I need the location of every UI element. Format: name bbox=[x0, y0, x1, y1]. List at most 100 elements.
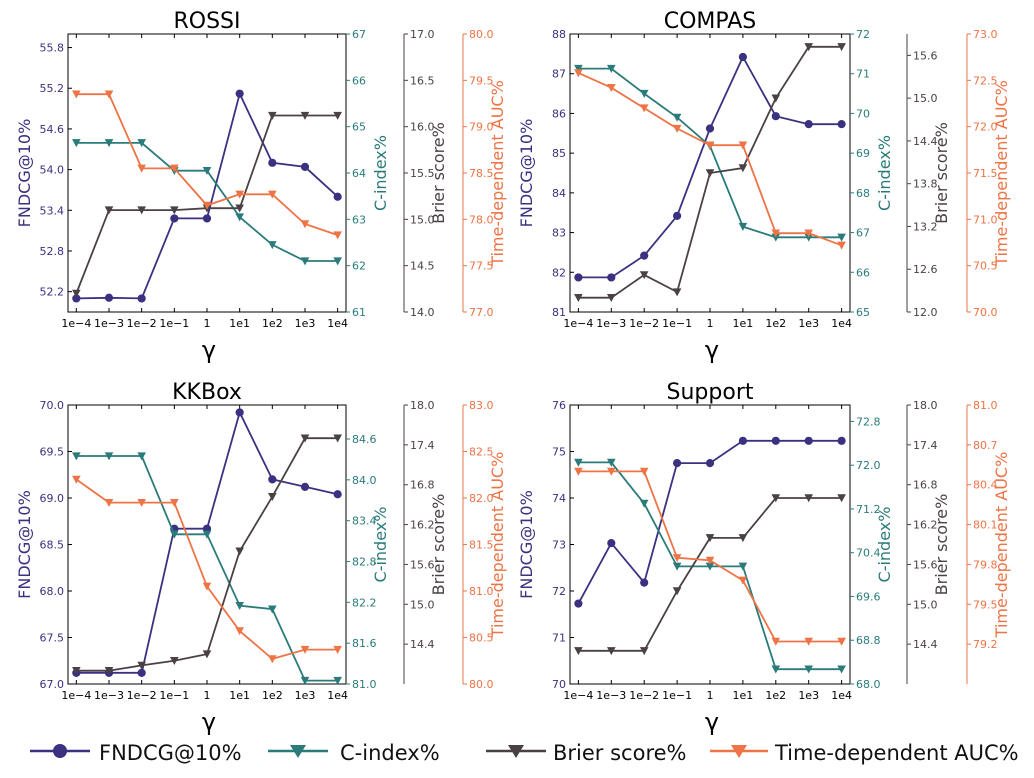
series-brier bbox=[574, 43, 846, 303]
y-tick-label-fndcg: 69.5 bbox=[40, 446, 65, 459]
series-line-fndcg bbox=[76, 91, 339, 300]
data-point-auc bbox=[104, 90, 114, 99]
data-point-fndcg bbox=[300, 162, 310, 171]
series-line-brier bbox=[578, 497, 842, 652]
data-point-auc bbox=[672, 554, 682, 563]
y-tick-label-brier: 12.0 bbox=[913, 306, 938, 319]
data-point-auc bbox=[300, 645, 310, 654]
x-axis-label: γ bbox=[705, 708, 719, 736]
y-tick-label-auc: 82.0 bbox=[469, 492, 494, 505]
data-point-auc bbox=[235, 190, 244, 199]
y-tick-label-auc: 80.1 bbox=[973, 519, 998, 532]
y-tick-label-brier: 14.4 bbox=[913, 638, 938, 651]
panel-title: ROSSI bbox=[173, 9, 240, 34]
series-cindex bbox=[574, 64, 846, 242]
data-point-brier bbox=[300, 111, 310, 120]
data-point-cindex bbox=[672, 562, 682, 571]
y-tick-label-cindex: 62 bbox=[352, 260, 366, 273]
legend: FNDCG@10% C-index% Brier score% Time-dep… bbox=[30, 741, 1019, 765]
y-tick-label-auc: 83.0 bbox=[469, 399, 494, 412]
x-tick-label: 1e−2 bbox=[127, 317, 157, 330]
data-point-brier bbox=[804, 43, 813, 52]
y-tick-label-brier: 15.6 bbox=[913, 49, 938, 62]
data-point-brier bbox=[268, 111, 277, 120]
data-point-fndcg bbox=[333, 192, 342, 201]
data-point-cindex bbox=[672, 113, 682, 122]
data-point-auc bbox=[170, 164, 179, 173]
data-point-auc bbox=[574, 467, 583, 476]
y-tick-label-fndcg: 67.5 bbox=[40, 632, 65, 645]
y-tick-label-auc: 79.5 bbox=[469, 74, 494, 87]
y-tick-label-brier: 15.0 bbox=[913, 92, 938, 105]
data-point-auc bbox=[705, 141, 715, 150]
y-tick-label-cindex: 82.2 bbox=[352, 596, 377, 609]
y-tick-label-fndcg: 75 bbox=[552, 446, 566, 459]
y-tick-label-cindex: 64 bbox=[352, 167, 366, 180]
x-tick-label: 1e4 bbox=[327, 689, 348, 702]
y-tick-label-auc: 73.0 bbox=[973, 28, 998, 41]
x-tick-label: 1e−4 bbox=[61, 317, 91, 330]
y-axis-label-brier: Brier score% bbox=[429, 122, 448, 224]
x-tick-label: 1e−4 bbox=[563, 689, 593, 702]
data-point-cindex bbox=[804, 233, 813, 242]
data-point-auc bbox=[639, 467, 649, 476]
data-point-auc bbox=[607, 467, 616, 476]
data-point-cindex bbox=[804, 665, 813, 674]
y-tick-label-cindex: 69 bbox=[856, 147, 870, 160]
y-tick-label-auc: 71.5 bbox=[973, 167, 998, 180]
y-axis-label-auc: Time-dependent AUC% bbox=[488, 452, 507, 639]
x-tick-label: 1e3 bbox=[798, 689, 819, 702]
y-tick-label-fndcg: 53.4 bbox=[40, 204, 65, 217]
y-tick-label-fndcg: 72 bbox=[552, 585, 566, 598]
y-tick-label-cindex: 84.6 bbox=[352, 433, 377, 446]
y-tick-label-fndcg: 54.6 bbox=[40, 123, 65, 136]
series-line-auc bbox=[578, 72, 842, 247]
x-tick-label: 1e1 bbox=[229, 689, 250, 702]
y-tick-label-auc: 81.0 bbox=[469, 585, 494, 598]
data-point-cindex bbox=[607, 458, 616, 467]
data-point-brier bbox=[574, 294, 583, 303]
legend-marker-auc bbox=[731, 745, 747, 758]
data-point-cindex bbox=[705, 562, 715, 571]
panel-support: Support 1e−4 1e−3 1e−2 1e−1 1 1e1 1e2 1e3 1e4 γ 70 7… bbox=[517, 380, 1011, 736]
data-point-fndcg bbox=[673, 211, 682, 220]
data-point-auc bbox=[639, 104, 649, 113]
x-tick-label: 1e4 bbox=[327, 317, 348, 330]
data-point-brier bbox=[607, 647, 616, 656]
x-tick-label: 1e4 bbox=[831, 317, 852, 330]
y-tick-label-auc: 80.7 bbox=[973, 439, 998, 452]
x-tick-label: 1e2 bbox=[765, 689, 786, 702]
data-point-cindex bbox=[202, 166, 212, 175]
data-point-fndcg bbox=[673, 459, 682, 468]
data-point-fndcg bbox=[137, 294, 146, 303]
x-tick-label: 1e−4 bbox=[563, 317, 593, 330]
series-line-cindex bbox=[578, 67, 842, 239]
y-tick-label-cindex: 68.8 bbox=[856, 634, 881, 647]
y-tick-label-brier: 16.0 bbox=[410, 121, 435, 134]
data-point-fndcg bbox=[738, 436, 748, 445]
data-point-fndcg bbox=[300, 482, 310, 491]
data-point-fndcg bbox=[104, 293, 114, 302]
data-point-cindex bbox=[104, 139, 114, 148]
data-point-brier bbox=[837, 43, 846, 52]
data-point-brier bbox=[137, 206, 146, 215]
data-point-brier bbox=[837, 494, 846, 503]
y-tick-label-auc: 80.0 bbox=[469, 28, 494, 41]
data-point-fndcg bbox=[235, 408, 244, 417]
data-point-fndcg bbox=[170, 214, 179, 223]
data-point-brier bbox=[705, 169, 715, 178]
y-axis-label-auc: Time-dependent AUC% bbox=[992, 452, 1011, 639]
y-tick-label-fndcg: 70 bbox=[552, 678, 566, 691]
legend-label-brier: Brier score% bbox=[553, 741, 687, 765]
panel-title: KKBox bbox=[172, 380, 242, 405]
x-tick-label: 1e−2 bbox=[629, 317, 659, 330]
y-axis-label-brier: Brier score% bbox=[932, 122, 951, 224]
x-tick-label: 1 bbox=[707, 689, 714, 702]
x-axis-label: γ bbox=[705, 336, 719, 364]
y-tick-label-fndcg: 84 bbox=[552, 187, 566, 200]
data-point-auc bbox=[672, 124, 682, 133]
data-point-fndcg bbox=[268, 158, 277, 167]
data-point-cindex bbox=[837, 665, 846, 674]
data-point-auc bbox=[235, 627, 244, 636]
series-line-cindex bbox=[76, 455, 338, 682]
